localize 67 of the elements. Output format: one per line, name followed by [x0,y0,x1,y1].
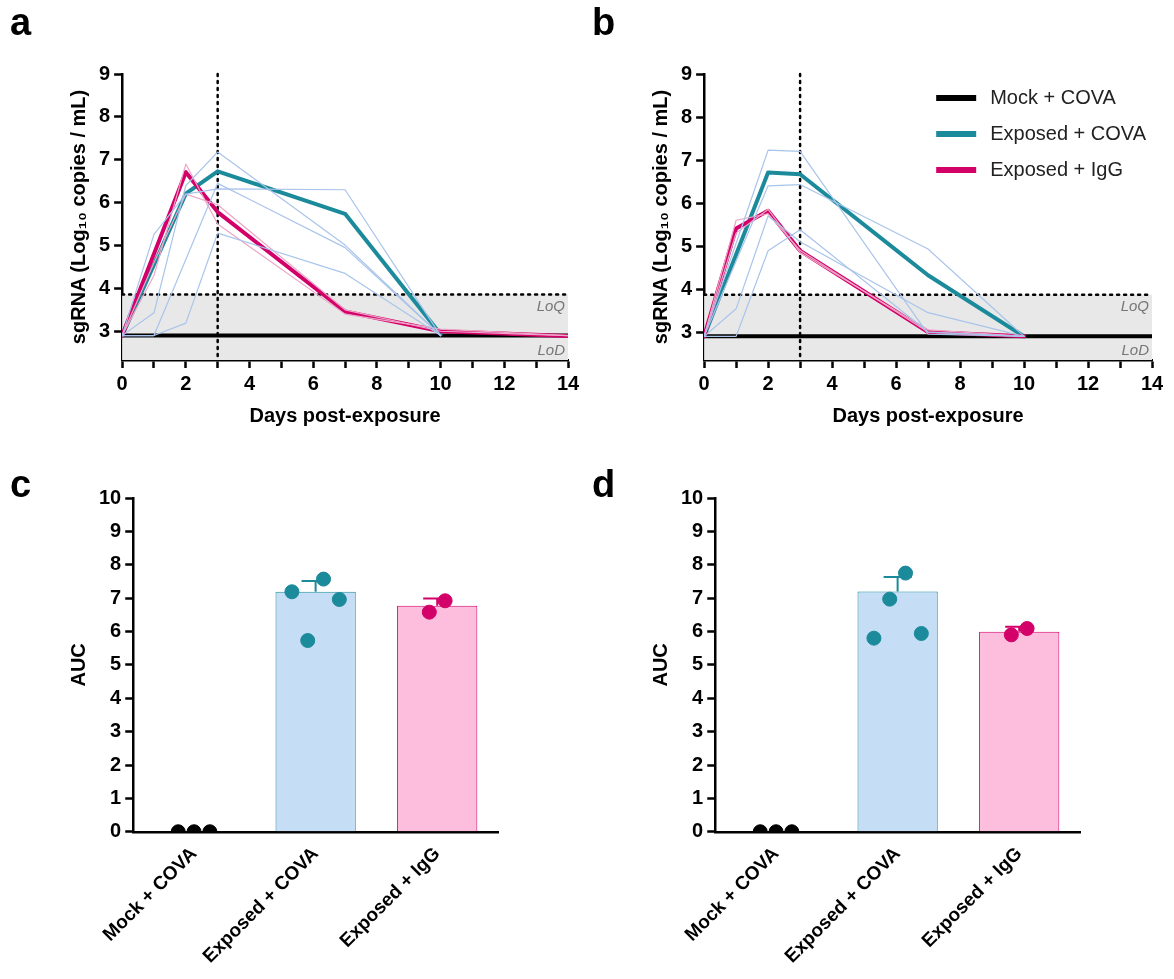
chart-title: a [10,0,32,44]
x-tick-label: 8 [954,371,966,394]
y-tick-label: 4 [110,685,123,708]
y-tick-label: 9 [681,61,693,84]
y-tick-label: 4 [692,685,705,708]
y-tick-label: 9 [99,61,111,84]
y-tick-label: 2 [692,752,704,775]
x-tick-label: 12 [493,371,516,394]
y-tick-label: 8 [692,552,704,575]
y-tick-label: 7 [99,147,111,170]
x-tick-label: 14 [1140,371,1164,394]
y-axis-title: sgRNA (Log₁₀ copies / mL) [66,89,89,345]
y-axis-title: sgRNA (Log₁₀ copies / mL) [648,89,671,345]
y-tick-label: 8 [110,552,122,575]
ref-line-label: LoQ [1120,297,1150,315]
y-tick-label: 5 [692,652,704,675]
y-tick-label: 9 [692,518,704,541]
y-tick-label: 8 [681,104,693,127]
y-tick-label: 4 [681,276,693,299]
y-tick-label: 0 [692,819,704,842]
y-tick-label: 1 [692,785,704,808]
y-tick-label: 3 [692,719,704,742]
y-tick-label: 2 [110,752,122,775]
y-tick-label: 3 [110,719,122,742]
y-tick-label: 6 [99,190,111,213]
y-axis-title: AUC [648,643,671,687]
y-tick-label: 3 [681,319,693,342]
x-tick-label: 6 [307,371,319,394]
y-tick-label: 0 [110,819,122,842]
y-tick-label: 5 [681,233,693,256]
y-tick-label: 10 [681,485,704,508]
x-tick-label: 4 [243,371,256,394]
band-label: LoD [1121,340,1150,358]
y-tick-label: 7 [692,585,704,608]
y-tick-label: 7 [681,147,693,170]
y-tick-label: 7 [110,585,122,608]
x-tick-label: 12 [1076,371,1100,394]
x-tick-label: 10 [429,371,452,394]
y-tick-label: 10 [99,485,122,508]
x-tick-label: 4 [826,371,839,394]
y-tick-label: 3 [99,318,111,341]
x-tick-label: 14 [556,371,580,394]
chart-title: d [592,462,616,506]
legend-label: Exposed + IgG [990,157,1124,180]
x-tick-label: 2 [180,371,192,394]
x-axis-title: Days post-exposure [832,403,1024,426]
y-tick-label: 8 [99,104,111,127]
y-tick-label: 5 [99,233,111,256]
y-tick-label: 9 [110,518,122,541]
chart-title: b [592,0,616,44]
y-tick-label: 6 [681,190,693,213]
x-tick-label: 8 [371,371,383,394]
x-tick-label: 6 [890,371,902,394]
x-axis-title: Days post-exposure [249,403,441,426]
y-tick-label: 4 [99,275,111,298]
y-axis-title: AUC [66,643,89,687]
chart-title: c [10,462,32,506]
ref-line-label: LoQ [536,297,566,315]
x-tick-label: 2 [762,371,774,394]
band-label: LoD [537,340,566,358]
y-tick-label: 6 [692,619,704,642]
y-tick-label: 5 [110,652,122,675]
legend-label: Mock + COVA [990,85,1117,108]
x-tick-label: 10 [1012,371,1036,394]
y-tick-label: 6 [110,619,122,642]
legend-label: Exposed + COVA [990,121,1147,144]
y-tick-label: 1 [110,785,122,808]
